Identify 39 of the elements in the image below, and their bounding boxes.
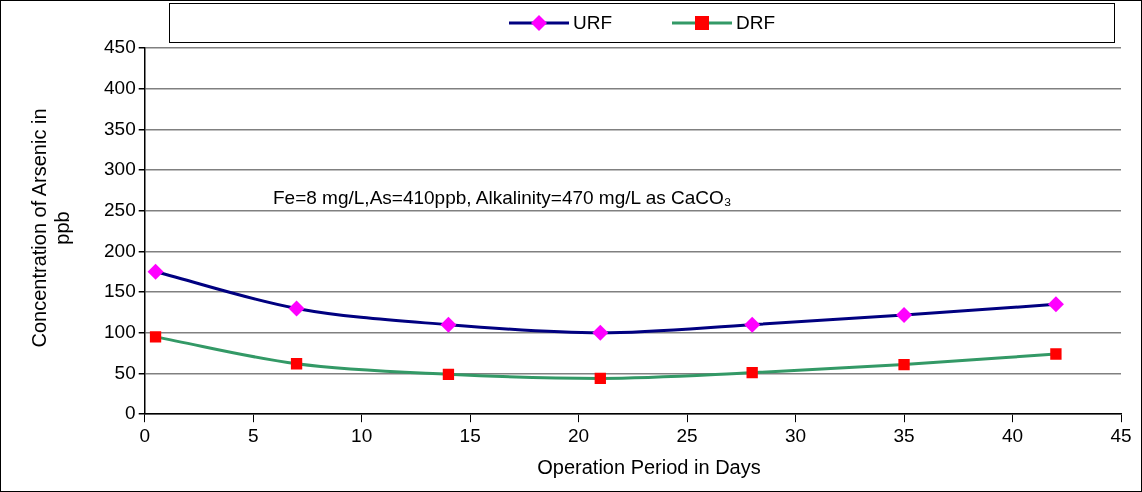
x-tick-label: 25 bbox=[676, 424, 698, 446]
y-axis-title: Concentration of Arsenic in ppb bbox=[28, 107, 74, 350]
x-tick-label: 5 bbox=[247, 424, 259, 446]
y-tick-label: 150 bbox=[104, 280, 136, 302]
x-axis-title: Operation Period in Days bbox=[536, 456, 762, 479]
x-tick-label: 0 bbox=[139, 424, 150, 446]
point bbox=[149, 331, 162, 343]
y-tick-label: 400 bbox=[104, 76, 136, 98]
point bbox=[746, 367, 758, 379]
y-tick-label: 300 bbox=[104, 158, 136, 180]
y-tick-label: 250 bbox=[104, 198, 136, 220]
point bbox=[442, 368, 455, 380]
point bbox=[898, 358, 910, 371]
x-tick-label: 35 bbox=[893, 424, 915, 446]
point bbox=[440, 316, 457, 333]
annotation: Fe=8 mg/L,As=410ppb, Alkalinity=470 mg/L as CaCO₃ bbox=[273, 187, 732, 209]
x-tick-label: 20 bbox=[568, 424, 590, 446]
point bbox=[592, 324, 609, 341]
point bbox=[1050, 348, 1062, 360]
x-tick-label: 15 bbox=[459, 424, 481, 446]
x-tick-label: 10 bbox=[351, 424, 373, 446]
y-tick-label: 450 bbox=[104, 36, 136, 58]
y-tick-label: 350 bbox=[104, 117, 136, 139]
point bbox=[290, 358, 303, 370]
x-tick-label: 30 bbox=[785, 424, 807, 446]
point bbox=[1047, 296, 1064, 313]
point bbox=[744, 316, 761, 333]
point bbox=[288, 300, 305, 317]
x-tick-label: 40 bbox=[1001, 424, 1024, 446]
y-tick-label: 50 bbox=[114, 361, 136, 383]
point bbox=[147, 263, 164, 280]
legend-label: DRF bbox=[736, 12, 776, 34]
y-tick-label: 100 bbox=[104, 321, 136, 343]
point bbox=[594, 372, 606, 385]
y-tick-label: 0 bbox=[125, 402, 136, 424]
legend-label: URF bbox=[572, 12, 612, 34]
y-tick-label: 200 bbox=[104, 239, 136, 261]
x-tick-label: 45 bbox=[1110, 424, 1132, 446]
point bbox=[896, 306, 913, 323]
